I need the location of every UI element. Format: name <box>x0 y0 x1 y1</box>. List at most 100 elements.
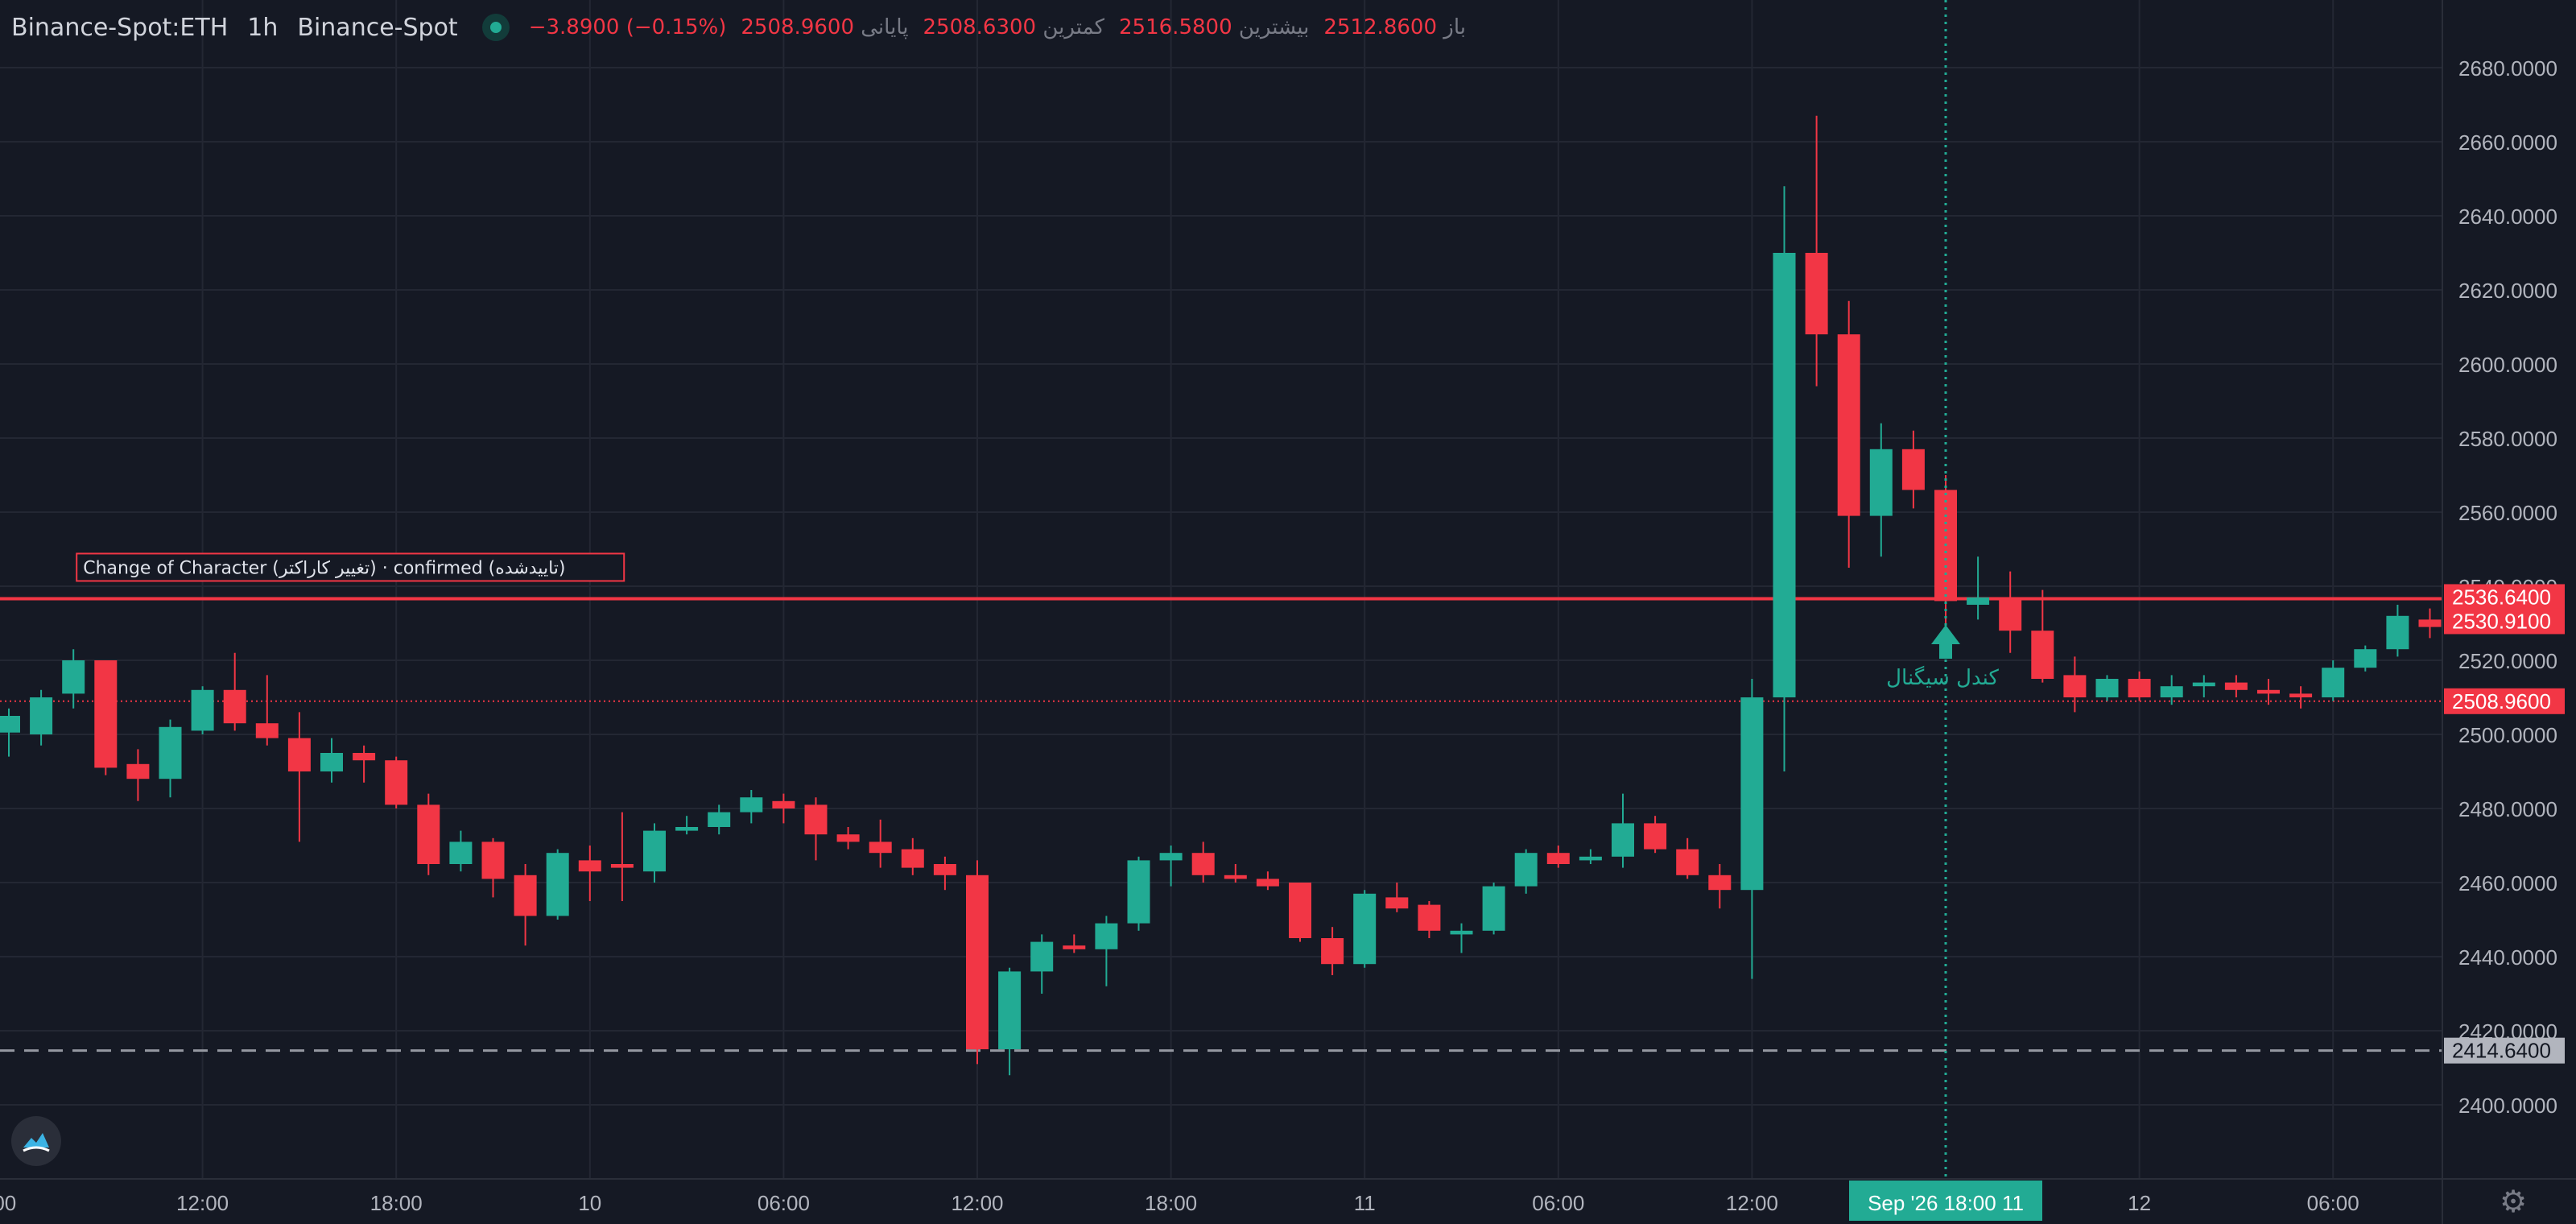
time-tick-label: 12 <box>2128 1191 2151 1215</box>
candle-down <box>2257 689 2280 694</box>
candle-up <box>643 830 666 872</box>
time-tick-label: 12:00 <box>951 1191 1003 1215</box>
symbol-label[interactable]: Binance-Spot:ETH <box>11 13 229 42</box>
candle-up <box>1869 449 1893 516</box>
time-tick-label: 06:00 <box>1532 1191 1584 1215</box>
candle-down <box>1385 897 1409 909</box>
timeframe-label[interactable]: 1h <box>247 13 279 42</box>
candle-up <box>1159 853 1183 861</box>
candle-down <box>223 689 246 724</box>
candle-up <box>2095 679 2119 697</box>
time-tick-label: 6:00 <box>0 1191 16 1215</box>
candle-down <box>1837 334 1860 516</box>
candle-up <box>740 797 763 813</box>
candle-down <box>1191 853 1215 875</box>
candle-up <box>998 971 1022 1049</box>
grid <box>0 0 2442 1179</box>
candle-down <box>1256 879 1279 887</box>
candle-down <box>126 763 150 779</box>
legend-header: Binance-Spot:ETH 1h Binance-Spot باز 251… <box>0 0 1466 55</box>
candle-down <box>901 849 924 868</box>
price-tag-choch-upper-bg <box>2444 584 2565 610</box>
candle-up <box>1579 856 1602 861</box>
candle-up <box>449 842 473 864</box>
time-tick-label: 06:00 <box>758 1191 810 1215</box>
candle-down <box>933 864 956 875</box>
candle-down <box>2289 693 2313 697</box>
annotations: Change of Character (تغییر کاراکتر) · co… <box>76 0 1999 1179</box>
candle-up <box>2322 668 2345 697</box>
candle-down <box>94 660 118 768</box>
price-tag-choch-lower: 2530.9100 <box>2452 609 2551 633</box>
choch-label-box <box>76 552 625 582</box>
low-label: کمترین <box>1042 15 1105 39</box>
price-tag-last: 2508.9600 <box>2452 689 2551 713</box>
candle-down <box>1546 853 1570 864</box>
low-value: 2508.6300 <box>923 15 1037 39</box>
level-lines <box>0 597 2442 1052</box>
candle-up <box>159 726 182 779</box>
candle-up <box>675 827 699 831</box>
candle-up <box>191 689 214 731</box>
price-tick-label: 2440.0000 <box>2458 945 2557 970</box>
candle-down <box>1418 904 1441 931</box>
close-label: پایانی <box>861 15 909 39</box>
price-tag-choch-upper: 2536.6400 <box>2452 585 2551 609</box>
candle-down <box>353 753 376 761</box>
candle-down <box>1805 253 1828 335</box>
candles <box>0 115 2442 1076</box>
candle-down <box>1901 449 1925 490</box>
candle-down <box>1321 938 1344 965</box>
candle-up <box>708 812 731 827</box>
candle-down <box>1289 883 1311 938</box>
time-tick-label: 10 <box>578 1191 601 1215</box>
candle-up <box>2386 615 2409 650</box>
close-value: 2508.9600 <box>741 15 854 39</box>
crosshair-time-label: Sep '26 18:00 11 <box>1868 1191 2024 1215</box>
candle-up <box>2354 649 2377 668</box>
signal-label: کندل سیگنال <box>1886 665 1999 690</box>
time-tick-label: 12:00 <box>1726 1191 1778 1215</box>
candle-down <box>1224 875 1247 879</box>
signal-arrow-icon <box>1931 625 1960 659</box>
candle-up <box>1127 860 1150 924</box>
candle-up <box>320 753 343 771</box>
price-tick-label: 2640.0000 <box>2458 205 2557 229</box>
gear-icon[interactable]: ⚙ <box>2499 1184 2528 1219</box>
market-status-icon[interactable] <box>481 14 510 41</box>
price-tick-label: 2400.0000 <box>2458 1094 2557 1118</box>
price-tick-label: 2480.0000 <box>2458 797 2557 821</box>
candle-down <box>2063 675 2087 697</box>
candle-down <box>1063 945 1086 949</box>
candle-up <box>2192 682 2215 687</box>
candle-down <box>2031 631 2054 679</box>
candle-up <box>1967 597 1990 605</box>
change-value: −3.8900 (−0.15%) <box>528 15 727 39</box>
price-tick-label: 2620.0000 <box>2458 279 2557 303</box>
open-label: باز <box>1443 15 1466 39</box>
price-tick-label: 2680.0000 <box>2458 56 2557 81</box>
candle-down <box>514 875 537 916</box>
candle-up <box>1482 886 1505 931</box>
candle-up <box>1095 923 1118 949</box>
price-tag-support-bg <box>2444 1037 2565 1064</box>
logo-icon[interactable] <box>11 1116 61 1166</box>
candle-down <box>1644 823 1667 850</box>
candle-down <box>287 738 311 771</box>
time-tick-label: 12:00 <box>176 1191 229 1215</box>
candle-down <box>2128 679 2151 697</box>
candle-up <box>546 853 569 916</box>
high-label: بیشترین <box>1238 15 1310 39</box>
candle-up <box>2160 686 2183 697</box>
price-tick-label: 2460.0000 <box>2458 871 2557 895</box>
price-tick-label: 2500.0000 <box>2458 723 2557 747</box>
candle-down <box>385 760 408 805</box>
candle-down <box>966 875 989 1049</box>
candle-down <box>836 834 860 842</box>
time-tick-label: 18:00 <box>1145 1191 1197 1215</box>
candle-down <box>1676 849 1699 875</box>
candle-up <box>0 716 20 733</box>
